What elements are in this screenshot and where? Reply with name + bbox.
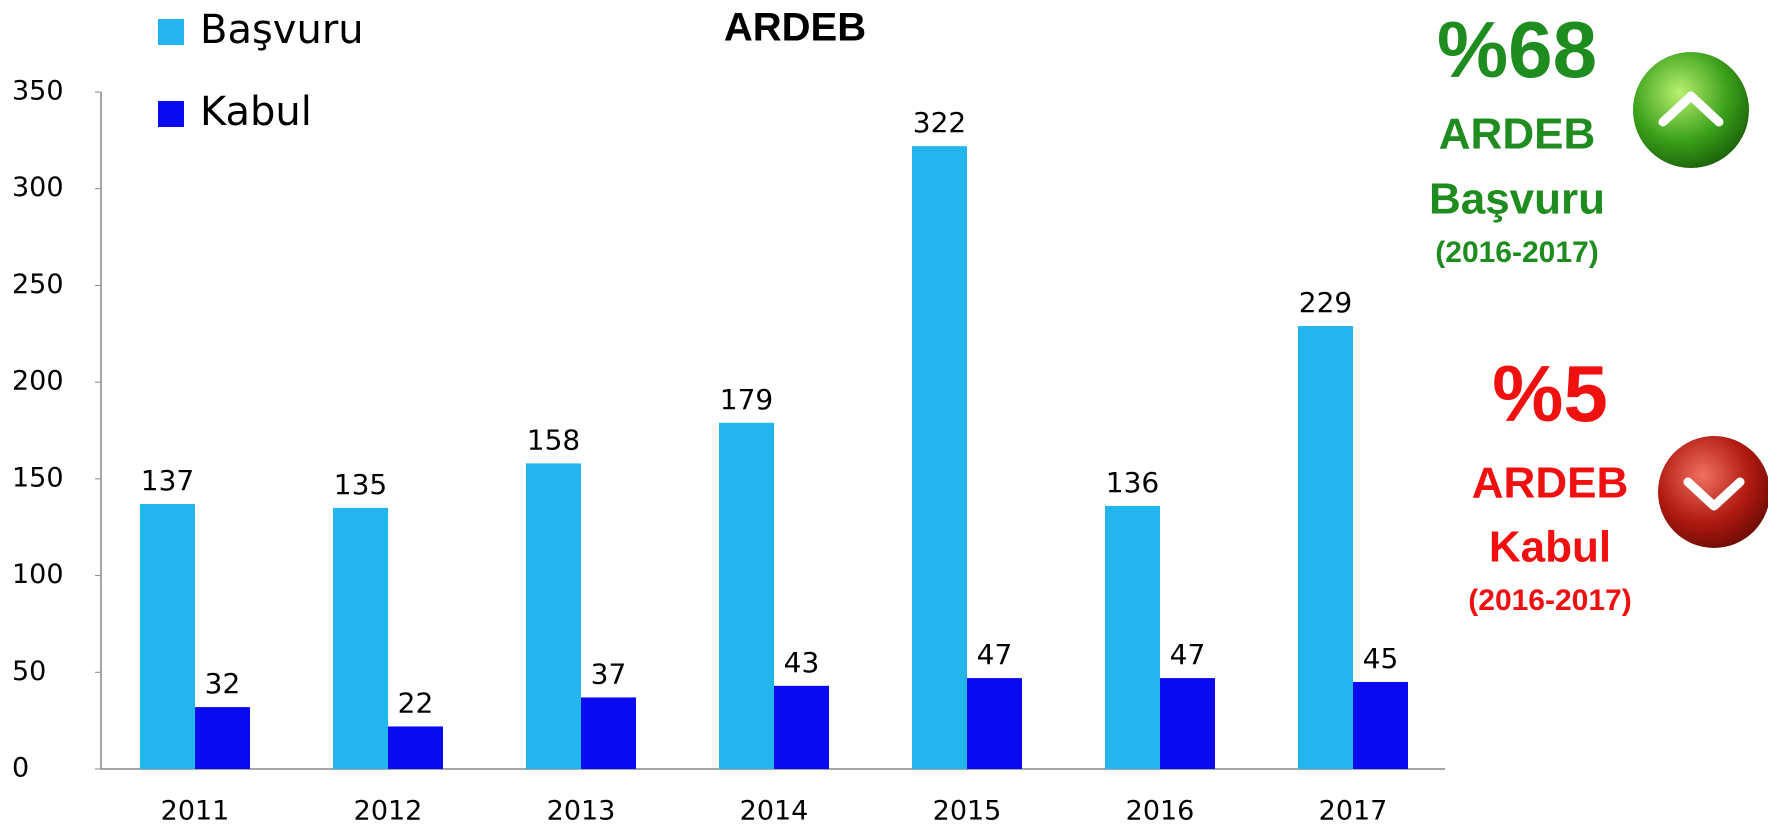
y-tick-label: 0 <box>12 753 29 784</box>
bar <box>195 707 250 769</box>
y-tick-label: 150 <box>12 462 64 493</box>
data-label: 43 <box>784 646 820 679</box>
data-label: 45 <box>1363 642 1399 675</box>
x-tick-label: 2015 <box>933 796 1002 827</box>
bar <box>967 678 1022 769</box>
data-label: 158 <box>527 423 580 456</box>
x-tick-label: 2014 <box>740 796 809 827</box>
data-label: 137 <box>141 464 194 497</box>
bar <box>774 685 829 769</box>
legend-label: Kabul <box>200 89 312 135</box>
chart-title: ARDEB <box>724 6 866 50</box>
legend-swatch <box>158 19 184 45</box>
data-label: 229 <box>1299 286 1352 319</box>
x-tick-label: 2013 <box>547 796 616 827</box>
annotation: Kabul <box>1489 523 1611 572</box>
bar <box>526 463 581 769</box>
annotation: ARDEB <box>1472 459 1628 508</box>
annotation: Başvuru <box>1429 175 1605 224</box>
bar <box>581 697 636 769</box>
bar <box>912 146 967 769</box>
data-label: 47 <box>977 638 1013 671</box>
data-label: 135 <box>334 468 387 501</box>
data-label: 47 <box>1170 638 1206 671</box>
data-label: 22 <box>398 686 434 719</box>
data-label: 136 <box>1106 466 1159 499</box>
x-tick-label: 2011 <box>161 796 230 827</box>
y-tick-label: 100 <box>12 559 64 590</box>
bar <box>719 422 774 769</box>
y-tick-label: 350 <box>12 76 64 107</box>
bar <box>1353 681 1408 769</box>
y-tick-label: 250 <box>12 269 64 300</box>
legend-label: Başvuru <box>200 7 364 53</box>
data-label: 179 <box>720 383 773 416</box>
legend-swatch <box>158 101 184 127</box>
y-tick-label: 300 <box>12 172 64 203</box>
annotation: (2016-2017) <box>1468 584 1631 617</box>
down-icon <box>1658 436 1768 548</box>
bar <box>1160 678 1215 769</box>
bar <box>140 504 195 769</box>
bar <box>388 726 443 769</box>
up-icon <box>1633 52 1749 168</box>
annotation: ARDEB <box>1439 110 1595 159</box>
bar <box>1105 505 1160 769</box>
data-label: 32 <box>205 667 241 700</box>
x-tick-label: 2012 <box>354 796 423 827</box>
y-tick-label: 200 <box>12 366 64 397</box>
bar <box>333 507 388 769</box>
annotation: (2016-2017) <box>1435 236 1598 269</box>
annotation: %68 <box>1437 5 1597 94</box>
y-tick-label: 50 <box>12 656 46 687</box>
x-tick-label: 2017 <box>1319 796 1388 827</box>
data-label: 322 <box>913 106 966 139</box>
x-tick-label: 2016 <box>1126 796 1195 827</box>
annotation: %5 <box>1492 349 1608 438</box>
data-label: 37 <box>591 657 627 690</box>
bar <box>1298 326 1353 769</box>
